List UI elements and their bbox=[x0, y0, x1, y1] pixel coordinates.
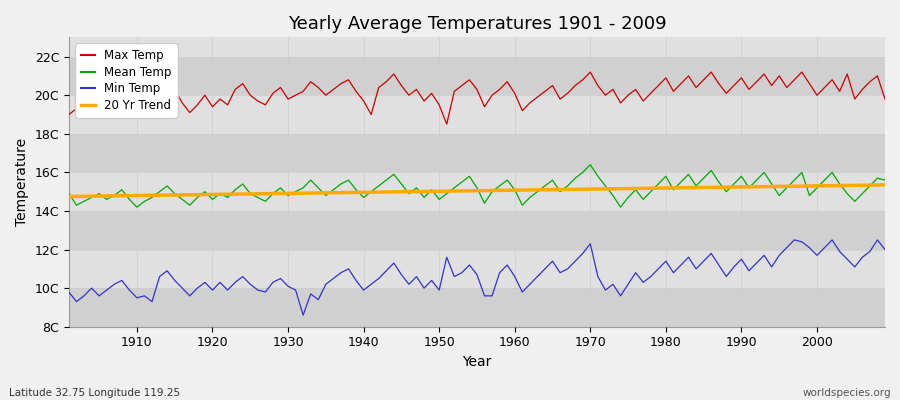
Bar bbox=[69, 134, 885, 172]
Bar bbox=[69, 288, 885, 327]
Text: Latitude 32.75 Longitude 119.25: Latitude 32.75 Longitude 119.25 bbox=[9, 388, 180, 398]
Text: worldspecies.org: worldspecies.org bbox=[803, 388, 891, 398]
Bar bbox=[69, 18, 885, 57]
Title: Yearly Average Temperatures 1901 - 2009: Yearly Average Temperatures 1901 - 2009 bbox=[288, 15, 666, 33]
Bar bbox=[69, 250, 885, 288]
X-axis label: Year: Year bbox=[463, 355, 491, 369]
Bar bbox=[69, 211, 885, 250]
Bar bbox=[69, 95, 885, 134]
Legend: Max Temp, Mean Temp, Min Temp, 20 Yr Trend: Max Temp, Mean Temp, Min Temp, 20 Yr Tre… bbox=[75, 43, 177, 118]
Bar bbox=[69, 172, 885, 211]
Y-axis label: Temperature: Temperature bbox=[15, 138, 29, 226]
Bar bbox=[69, 57, 885, 95]
